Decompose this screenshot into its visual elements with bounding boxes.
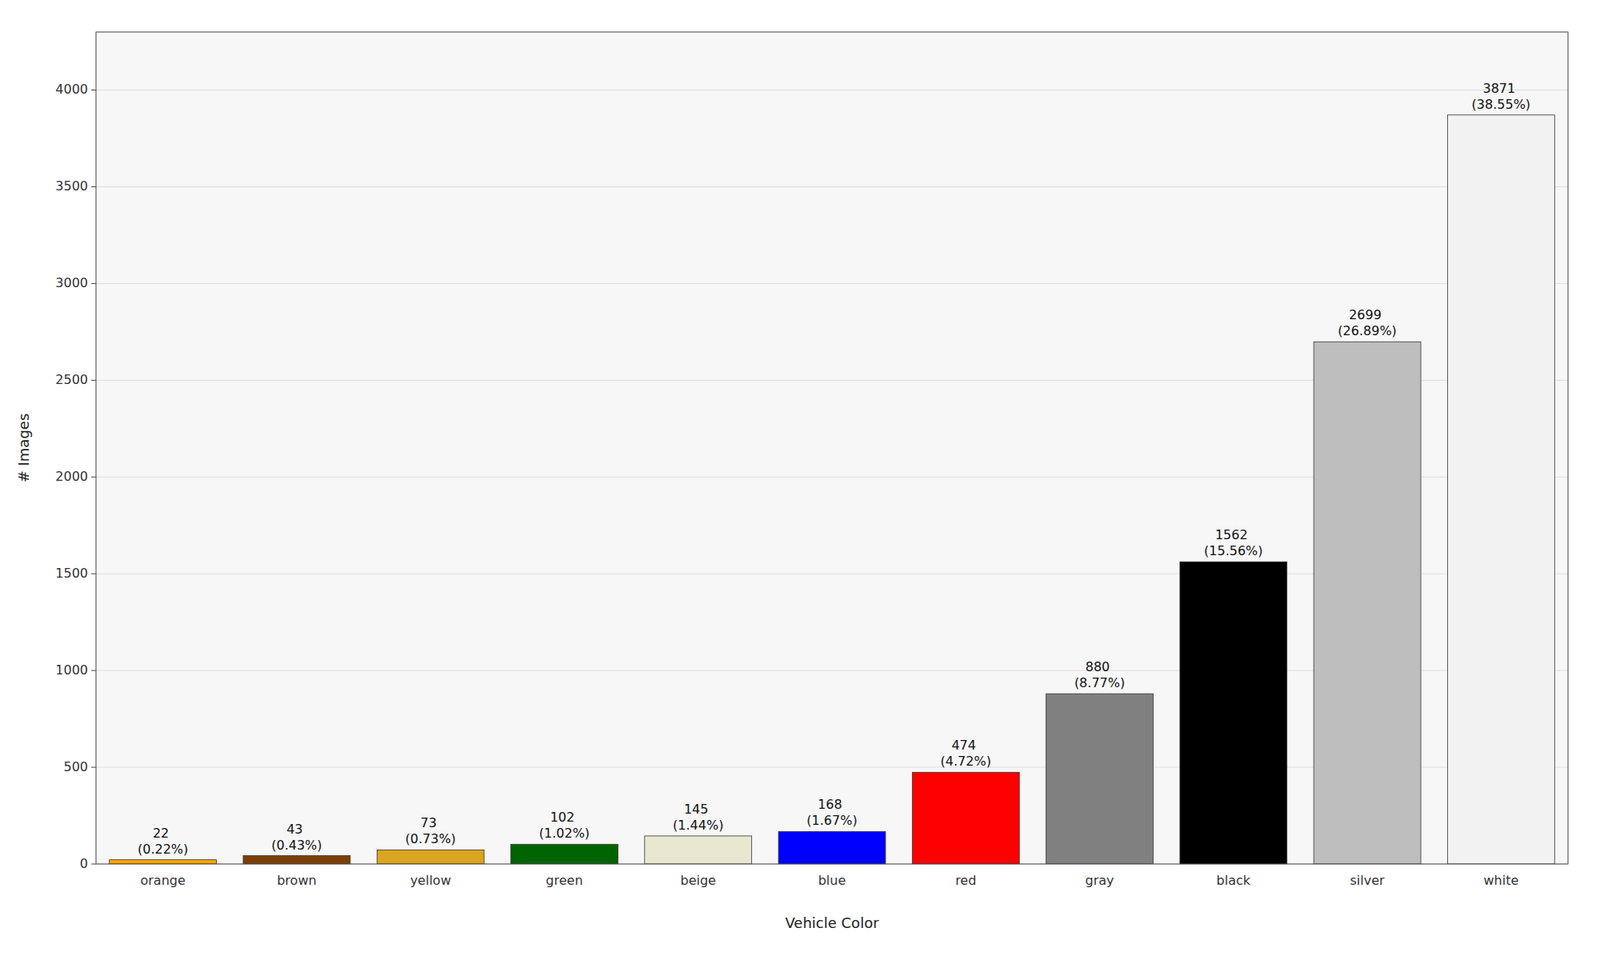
data-label: 1562 (15.56%) xyxy=(1204,527,1264,559)
tick-mark xyxy=(91,283,96,284)
y-axis: 0 500 1000 1500 2000 2500 3000 3500 4000 xyxy=(55,81,1568,871)
data-label-line: 43 xyxy=(286,821,303,837)
tick-label: orange xyxy=(140,872,185,888)
tick-label: 1500 xyxy=(55,565,88,581)
grid-line xyxy=(96,186,1568,188)
data-label: 880 (8.77%) xyxy=(1074,659,1125,691)
data-label-line: (26.89%) xyxy=(1337,323,1397,339)
data-label-line: (0.22%) xyxy=(137,841,188,857)
bars xyxy=(109,115,1556,864)
x-axis-label: Vehicle Color xyxy=(784,914,880,932)
data-label-line: (8.77%) xyxy=(1074,675,1125,691)
tick-label: white xyxy=(1483,872,1519,888)
tick-label: silver xyxy=(1350,872,1386,888)
bar xyxy=(1447,115,1555,864)
tick-label: green xyxy=(545,872,583,888)
data-label: 43 (0.43%) xyxy=(271,821,322,853)
tick-label: blue xyxy=(818,872,847,888)
data-label-line: (4.72%) xyxy=(940,753,992,769)
chart: 0 500 1000 1500 2000 2500 3000 3500 4000 22 (0.22… xyxy=(0,0,1600,960)
bar xyxy=(511,844,619,864)
tick-label: red xyxy=(955,872,976,888)
data-labels: 22 (0.22%) 43 (0.43%) 73 (0.73%) 102 (1.02%… xyxy=(137,80,1531,857)
tick-mark xyxy=(91,476,96,478)
tick-label: 3500 xyxy=(55,178,88,194)
data-label-line: 73 xyxy=(420,815,436,831)
data-label-line: 880 xyxy=(1085,659,1111,675)
tick-label: 1000 xyxy=(55,662,88,678)
data-label-line: 168 xyxy=(817,796,843,812)
y-axis-label: # Images xyxy=(15,413,32,484)
data-label-line: (1.02%) xyxy=(539,825,590,841)
grid-line xyxy=(96,283,1568,284)
tick-label: yellow xyxy=(410,872,452,888)
tick-label: 2500 xyxy=(55,372,88,388)
data-label: 73 (0.73%) xyxy=(405,815,456,847)
tick-label: 2000 xyxy=(55,468,88,484)
tick-mark xyxy=(91,186,96,188)
data-label: 3871 (38.55%) xyxy=(1472,80,1532,112)
data-label-line: 22 xyxy=(152,825,169,841)
data-label-line: (1.67%) xyxy=(806,812,857,828)
plot-area xyxy=(96,32,1568,864)
tick-mark xyxy=(91,670,96,672)
data-label-line: 3871 xyxy=(1482,80,1516,96)
data-label-line: 102 xyxy=(550,809,576,825)
data-label-line: 145 xyxy=(684,801,709,817)
data-label: 168 (1.67%) xyxy=(806,796,857,828)
data-label-line: (0.43%) xyxy=(271,837,322,853)
data-label-line: (1.44%) xyxy=(672,817,724,833)
plot-frame xyxy=(96,32,1568,864)
tick-mark xyxy=(91,864,96,865)
x-axis: orange brown yellow green beige blue red gray bl… xyxy=(140,872,1519,888)
tick-mark xyxy=(91,89,96,91)
data-label-line: 1562 xyxy=(1215,527,1248,543)
bar xyxy=(1046,693,1154,864)
data-label: 145 (1.44%) xyxy=(672,801,724,833)
grid-line xyxy=(96,89,1568,91)
bar xyxy=(778,831,886,864)
tick-label: beige xyxy=(680,872,716,888)
tick-label: brown xyxy=(276,872,316,888)
bar xyxy=(644,836,752,864)
tick-mark xyxy=(91,573,96,575)
tick-label: 0 xyxy=(80,856,88,872)
tick-label: 3000 xyxy=(55,275,88,291)
data-label-line: (38.55%) xyxy=(1472,96,1532,112)
data-label-line: (0.73%) xyxy=(405,831,456,847)
data-label: 474 (4.72%) xyxy=(940,737,992,769)
tick-label: 4000 xyxy=(55,81,88,97)
tick-label: black xyxy=(1216,872,1252,888)
data-label: 22 (0.22%) xyxy=(137,825,188,857)
data-label: 102 (1.02%) xyxy=(539,809,590,841)
bar xyxy=(1180,561,1288,864)
tick-label: 500 xyxy=(63,759,88,775)
tick-mark xyxy=(91,767,96,768)
bar xyxy=(243,856,351,864)
data-label: 2699 (26.89%) xyxy=(1337,307,1397,339)
data-label-line: 474 xyxy=(951,737,976,753)
bar xyxy=(109,860,217,864)
bar xyxy=(376,849,484,864)
tick-label: gray xyxy=(1085,872,1115,888)
data-label-line: (15.56%) xyxy=(1204,543,1264,559)
bar xyxy=(912,772,1020,864)
bar xyxy=(1313,341,1421,864)
data-label-line: 2699 xyxy=(1348,307,1382,323)
tick-mark xyxy=(91,380,96,381)
